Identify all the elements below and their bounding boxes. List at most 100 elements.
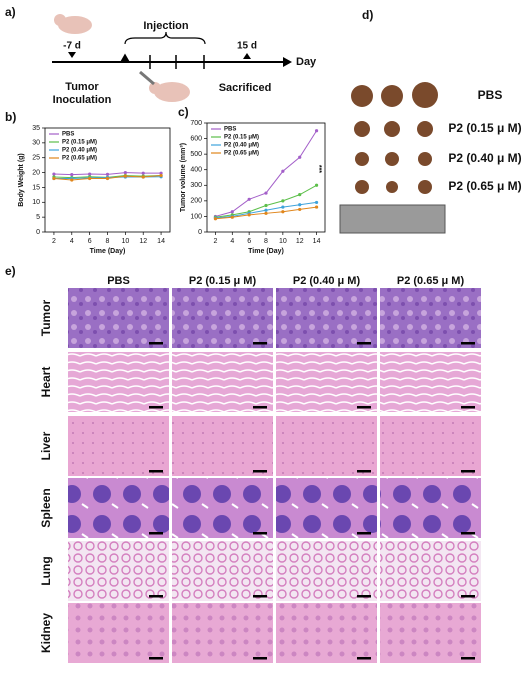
- row-label: Liver: [39, 431, 53, 460]
- x-tick-label: 6: [88, 238, 92, 245]
- data-point: [298, 207, 302, 212]
- data-point: [230, 210, 234, 214]
- significance: ***: [315, 165, 322, 173]
- x-tick-label: 8: [264, 238, 268, 245]
- data-point: [281, 210, 285, 214]
- data-point: [141, 171, 145, 175]
- ruler: [339, 204, 446, 234]
- data-point: [281, 205, 285, 209]
- histology-image: [68, 603, 169, 663]
- panel-label: c): [178, 105, 189, 119]
- scale-bar: [461, 470, 475, 473]
- histology-image: [68, 288, 169, 348]
- data-point: [281, 169, 285, 173]
- row-label: Lung: [39, 556, 53, 585]
- mouse-icon: [58, 16, 92, 34]
- scale-bar: [253, 657, 267, 660]
- scale-bar: [253, 532, 267, 535]
- group-label: P2 (0.65 μ M): [448, 179, 521, 193]
- x-tick-label: 10: [279, 238, 287, 245]
- scale-bar: [357, 406, 371, 409]
- x-tick-label: 14: [313, 238, 321, 245]
- histology-image: [68, 416, 169, 476]
- scale-bar: [149, 406, 163, 409]
- sacrificed-label: Sacrificed: [219, 82, 272, 94]
- x-tick-label: 10: [121, 238, 129, 245]
- histology-image: [276, 541, 377, 601]
- data-point: [247, 213, 251, 217]
- data-point: [298, 155, 302, 159]
- row-label: Heart: [39, 367, 53, 398]
- legend-label: P2 (0.65 μM): [62, 156, 97, 162]
- x-tick-label: 12: [296, 238, 304, 245]
- y-tick-label: 400: [190, 167, 202, 174]
- scale-bar: [461, 406, 475, 409]
- injection-ticks: [120, 53, 205, 69]
- injection-label: Injection: [143, 20, 189, 32]
- scale-bar: [357, 657, 371, 660]
- histology-image: [172, 478, 273, 538]
- data-point: [213, 217, 218, 221]
- histology-image: [172, 352, 273, 412]
- data-point: [141, 175, 145, 179]
- y-tick-label: 15: [32, 184, 40, 191]
- legend-label: P2 (0.40 μM): [224, 143, 259, 149]
- scale-bar: [253, 406, 267, 409]
- mouse-icon: [149, 82, 161, 94]
- y-tick-label: 0: [198, 229, 202, 236]
- x-tick-label: 4: [70, 238, 74, 245]
- histology-image: [276, 352, 377, 412]
- syringe-icon: [139, 70, 155, 86]
- y-tick-label: 0: [36, 229, 40, 236]
- y-tick-label: 35: [32, 125, 40, 132]
- data-point: [298, 193, 302, 197]
- data-point: [247, 197, 251, 201]
- data-point: [281, 199, 285, 203]
- row-label: Kidney: [39, 613, 53, 653]
- histology-image: [276, 478, 377, 538]
- column-header: PBS: [107, 275, 130, 287]
- timeline-start: -7 d: [63, 41, 81, 52]
- x-axis-label: Time (Day): [248, 248, 284, 255]
- marker: [243, 53, 251, 59]
- y-axis-label: Body Weight (g): [18, 153, 25, 207]
- timeline-end: 15 d: [237, 41, 257, 52]
- data-point: [298, 203, 302, 207]
- scale-bar: [149, 470, 163, 473]
- scale-bar: [461, 532, 475, 535]
- legend-label: P2 (0.15 μM): [224, 135, 259, 141]
- scale-bar: [149, 342, 163, 345]
- panel-label: e): [5, 264, 16, 278]
- y-tick-label: 20: [32, 169, 40, 176]
- histology-image: [172, 603, 273, 663]
- scale-bar: [461, 657, 475, 660]
- scale-bar: [253, 470, 267, 473]
- legend-label: P2 (0.15 μM): [62, 140, 97, 146]
- legend-label: PBS: [224, 127, 236, 133]
- y-tick-label: 200: [190, 198, 202, 205]
- histology-image: [68, 478, 169, 538]
- histology-image: [380, 478, 481, 538]
- y-tick-label: 600: [190, 135, 202, 142]
- panel-a: a) Day -7 d Injection 15 d Tumor Inocula…: [5, 5, 317, 106]
- legend-label: P2 (0.65 μM): [224, 151, 259, 157]
- scale-bar: [357, 342, 371, 345]
- tumor-photos: [351, 82, 438, 194]
- data-point: [123, 170, 127, 175]
- y-tick-label: 100: [190, 213, 202, 220]
- y-tick-label: 500: [190, 151, 202, 158]
- data-point: [264, 211, 268, 215]
- scale-bar: [461, 595, 475, 598]
- scale-bar: [149, 595, 163, 598]
- x-tick-label: 12: [139, 238, 147, 245]
- scale-bar: [357, 595, 371, 598]
- scale-bar: [149, 657, 163, 660]
- brace: [124, 31, 206, 45]
- x-tick-label: 8: [106, 238, 110, 245]
- panel-label: d): [362, 8, 373, 22]
- histology-image: [68, 541, 169, 601]
- scale-bar: [461, 342, 475, 345]
- mouse-icon: [154, 82, 190, 102]
- histology-image: [172, 416, 273, 476]
- histology-image: [380, 416, 481, 476]
